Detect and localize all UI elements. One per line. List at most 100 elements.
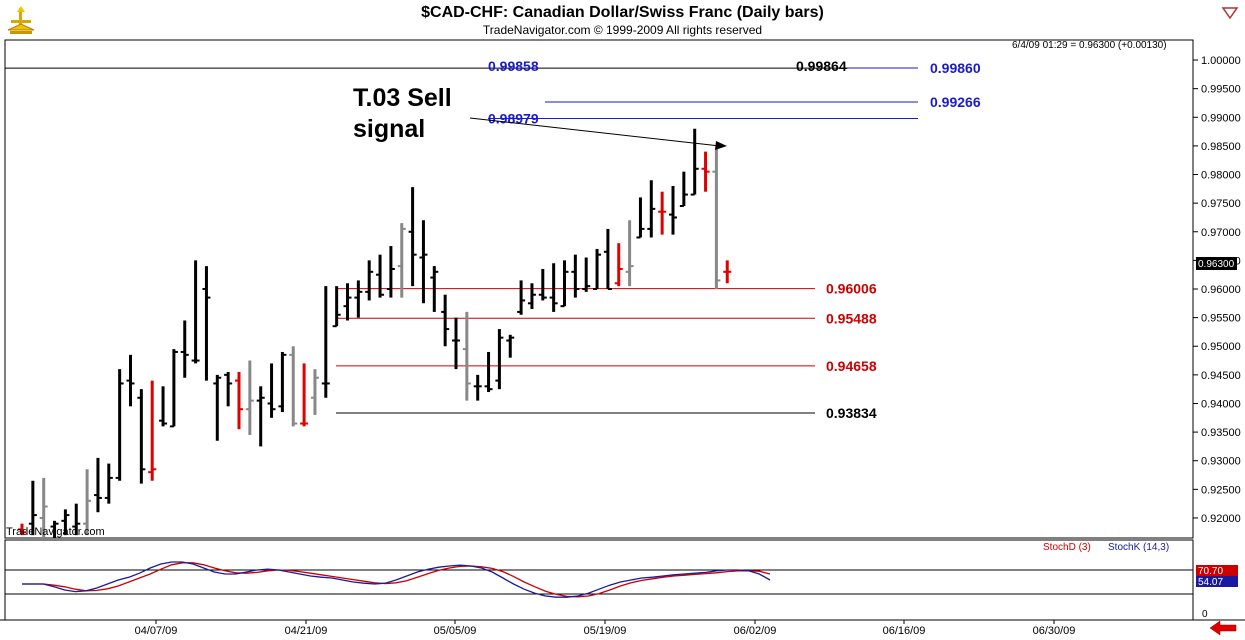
ohlc-bar: [191, 260, 200, 364]
stoch-k-value-box: [1196, 576, 1238, 587]
x-tick-label: 05/05/09: [434, 625, 477, 637]
ohlc-bar: [397, 223, 406, 298]
y-tick-label: 0.93500: [1201, 427, 1241, 439]
ohlc-bar: [169, 349, 178, 428]
ohlc-bar: [224, 372, 233, 407]
ohlc-bar: [473, 374, 482, 401]
level-label: 0.99858: [488, 58, 539, 74]
ohlc-bar: [408, 187, 417, 287]
ohlc-bar: [636, 197, 645, 239]
ohlc-bar: [256, 386, 265, 447]
ohlc-bar: [104, 463, 113, 504]
ohlc-bar: [39, 477, 48, 538]
stoch-axis-zero: 0: [1202, 609, 1208, 620]
ohlc-bar: [679, 171, 688, 207]
y-tick-label: 0.97500: [1201, 198, 1241, 210]
ohlc-bar: [365, 260, 374, 301]
corner-arrow-icon[interactable]: [1220, 4, 1240, 24]
x-tick-label: 05/19/09: [584, 625, 627, 637]
price-marker-box: [1196, 257, 1237, 270]
stoch-d-label: StochD (3): [1043, 542, 1091, 553]
y-tick-label: 0.99500: [1201, 84, 1241, 96]
ohlc-bar: [115, 369, 124, 481]
ohlc-bar: [614, 243, 623, 287]
ohlc-bar: [148, 380, 157, 481]
ohlc-bar: [300, 363, 309, 427]
y-tick-label: 0.92500: [1201, 484, 1241, 496]
ohlc-bar: [354, 280, 363, 318]
y-tick-label: 0.95500: [1201, 313, 1241, 325]
ohlc-bar: [376, 254, 385, 298]
ohlc-bar: [495, 329, 504, 390]
ohlc-bar: [28, 480, 37, 536]
quote-readout: 6/4/09 01:29 = 0.96300 (+0.00130): [1012, 40, 1167, 51]
ohlc-bar: [441, 294, 450, 347]
x-tick-label: 04/07/09: [135, 625, 178, 637]
ohlc-bar: [267, 363, 276, 418]
level-label: 0.99860: [930, 60, 981, 76]
stoch-k-line: [22, 561, 771, 598]
ohlc-bar: [506, 334, 515, 358]
stoch-k-value: 54.07: [1198, 577, 1223, 588]
ohlc-bar: [593, 248, 602, 290]
ohlc-bar: [213, 374, 222, 441]
ohlc-bar: [180, 320, 189, 378]
annotation-line2: signal: [353, 115, 425, 143]
ohlc-bar: [538, 268, 547, 301]
ohlc-bar: [571, 254, 580, 298]
ohlc-bar: [18, 523, 26, 536]
ohlc-bar: [582, 257, 591, 292]
ohlc-bar: [321, 286, 330, 398]
x-tick-label: 04/21/09: [285, 625, 328, 637]
level-label: 0.94658: [826, 358, 877, 374]
ohlc-bar: [310, 369, 319, 415]
stoch-k-label: StochK (14,3): [1108, 542, 1169, 553]
ohlc-bar: [625, 220, 634, 287]
ohlc-bar: [137, 389, 146, 484]
ohlc-bar: [527, 283, 536, 310]
ohlc-bar: [484, 351, 493, 393]
ohlc-bar: [126, 354, 135, 407]
y-tick-label: 1.00000: [1201, 55, 1241, 67]
level-label: 0.98979: [488, 110, 539, 126]
y-tick-label: 0.99000: [1201, 112, 1241, 124]
ohlc-bar: [517, 280, 526, 315]
level-label: 0.95488: [826, 310, 877, 326]
ohlc-bar: [462, 311, 471, 401]
y-tick-label: 0.94000: [1201, 398, 1241, 410]
copyright-text: TradeNavigator.com © 1999-2009 All right…: [482, 23, 763, 37]
ohlc-bar: [235, 372, 243, 430]
ohlc-bar: [669, 185, 677, 235]
title-bar: $CAD-CHF: Canadian Dollar/Swiss Franc (D…: [0, 0, 1245, 40]
ohlc-bar: [723, 260, 732, 284]
y-tick-label: 0.92000: [1201, 513, 1241, 525]
stoch-d-value-box: [1196, 565, 1238, 576]
annotation-line1: T.03 Sell: [353, 84, 452, 112]
y-tick-label: 0.95000: [1201, 341, 1241, 353]
ohlc-bar: [332, 286, 341, 328]
trade-navigator-logo-icon: [7, 6, 35, 34]
y-tick-label: 0.98000: [1201, 170, 1241, 182]
ohlc-bar: [50, 520, 59, 538]
ohlc-bar: [245, 360, 254, 435]
ohlc-bar: [603, 228, 612, 290]
y-tick-label: 0.98500: [1201, 141, 1241, 153]
y-tick-label: 0.93000: [1201, 456, 1241, 468]
ohlc-bar: [549, 263, 558, 312]
x-tick-label: 06/16/09: [883, 625, 926, 637]
ohlc-bar: [93, 457, 102, 513]
annotation-arrow: [469, 117, 721, 147]
ohlc-bar: [159, 386, 168, 427]
annotation-arrowhead: [715, 141, 727, 150]
level-label: 0.99864: [796, 58, 847, 74]
ohlc-bar: [278, 351, 287, 413]
x-tick-label: 06/30/09: [1033, 625, 1076, 637]
ohlc-bar: [647, 180, 656, 238]
back-arrow-icon[interactable]: [1208, 620, 1238, 636]
ohlc-bar: [430, 266, 439, 312]
stoch-d-line: [22, 562, 771, 598]
level-label: 0.93834: [826, 405, 877, 421]
ohlc-bar: [658, 191, 667, 235]
